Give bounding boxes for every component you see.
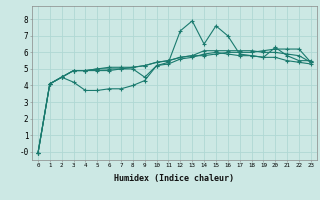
X-axis label: Humidex (Indice chaleur): Humidex (Indice chaleur)	[115, 174, 234, 183]
